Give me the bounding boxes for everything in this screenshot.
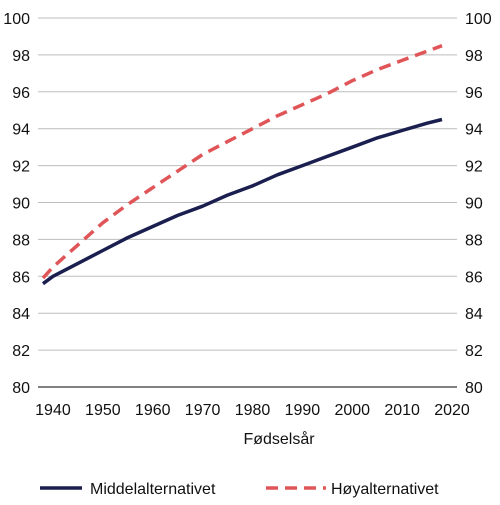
- y-tick-label-left: 80: [12, 380, 30, 397]
- y-tick-label-right: 82: [465, 343, 483, 360]
- y-tick-label-right: 88: [465, 232, 483, 249]
- x-tick-label: 1970: [185, 402, 221, 419]
- y-tick-label-left: 82: [12, 343, 30, 360]
- y-tick-label-right: 84: [465, 306, 483, 323]
- y-tick-label-right: 96: [465, 85, 483, 102]
- y-tick-label-left: 94: [12, 122, 30, 139]
- y-tick-label-left: 100: [3, 11, 30, 28]
- y-tick-label-right: 86: [465, 269, 483, 286]
- legend: Middelalternativet Høyalternativet: [40, 481, 439, 498]
- x-tick-label: 2000: [334, 402, 370, 419]
- y-tick-label-left: 92: [12, 159, 30, 176]
- x-tick-label: 2020: [434, 402, 470, 419]
- x-tick-labels: 1940 1950 1960 1970 1980 1990 2000 2010 2020: [35, 402, 470, 419]
- x-axis-title: Fødselsår: [243, 430, 315, 448]
- legend-label-middelalternativet: Middelalternativet: [90, 481, 216, 498]
- x-tick-label: 1980: [235, 402, 271, 419]
- y-tick-label-right: 90: [465, 196, 483, 213]
- x-tick-label: 1950: [85, 402, 121, 419]
- x-tick-label: 2010: [384, 402, 420, 419]
- y-tick-label-right: 80: [465, 380, 483, 397]
- gridlines: [38, 17, 457, 388]
- x-tick-label: 1990: [285, 402, 321, 419]
- series-line-middelalternativet: [41, 117, 443, 286]
- y-tick-label-left: 88: [12, 232, 30, 249]
- y-tick-label-right: 98: [465, 48, 483, 65]
- y-tick-label-left: 84: [12, 306, 30, 323]
- y-tick-label-right: 100: [465, 11, 492, 28]
- y-tick-label-right: 94: [465, 122, 483, 139]
- series-line-hoyalternativet: [41, 44, 443, 280]
- series-lines: [41, 44, 443, 286]
- y-tick-label-right: 92: [465, 159, 483, 176]
- y-tick-label-left: 90: [12, 196, 30, 213]
- x-tick-label: 1940: [35, 402, 71, 419]
- y-tick-label-left: 86: [12, 269, 30, 286]
- y-tick-labels-right: 80 82 84 86 88 90 92 94 96 98 100: [465, 11, 492, 397]
- legend-label-hoyalternativet: Høyalternativet: [331, 481, 439, 498]
- y-tick-label-left: 98: [12, 48, 30, 65]
- x-tick-label: 1960: [135, 402, 171, 419]
- y-tick-labels-left: 80 82 84 86 88 90 92 94 96 98 100: [3, 11, 30, 397]
- y-tick-label-left: 96: [12, 85, 30, 102]
